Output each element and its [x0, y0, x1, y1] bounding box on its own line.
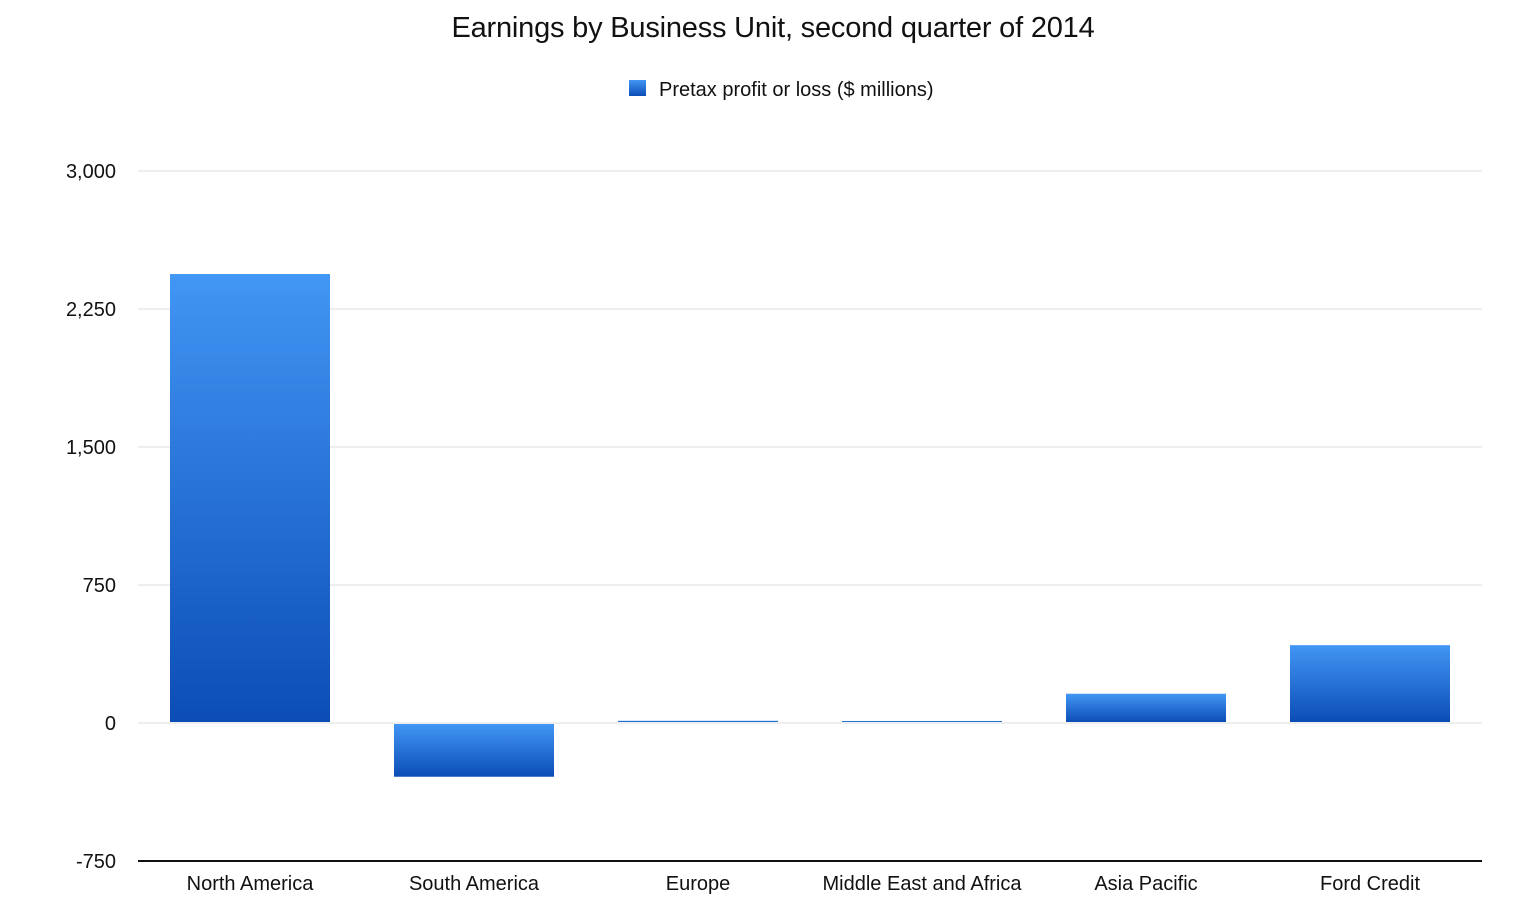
chart-title: Earnings by Business Unit, second quarte… — [451, 12, 1095, 44]
gridlines — [138, 170, 1482, 724]
x-category-label: South America — [409, 873, 540, 895]
bars — [170, 274, 1450, 777]
bar — [394, 724, 554, 777]
x-axis-labels: North America South America Europe Middle E… — [187, 873, 1421, 895]
legend-swatch — [629, 80, 646, 96]
y-tick-label: 0 — [105, 713, 116, 735]
legend: Pretax profit or loss ($ millions) — [629, 79, 934, 101]
x-category-label: Middle East and Africa — [823, 873, 1023, 895]
x-category-label: Ford Credit — [1320, 873, 1420, 895]
y-tick-label: 750 — [83, 575, 116, 597]
x-category-label: Asia Pacific — [1094, 873, 1197, 895]
bar — [170, 274, 330, 722]
y-tick-label: -750 — [76, 851, 116, 873]
bar — [1066, 693, 1226, 722]
x-category-label: Europe — [666, 873, 731, 895]
bar — [618, 720, 778, 722]
y-axis-ticks: -750 0 750 1,500 2,250 3,000 — [66, 161, 116, 873]
y-tick-label: 2,250 — [66, 299, 116, 321]
bar — [842, 720, 1002, 722]
y-tick-label: 1,500 — [66, 437, 116, 459]
y-tick-label: 3,000 — [66, 161, 116, 183]
bar — [1290, 645, 1450, 722]
x-category-label: North America — [187, 873, 315, 895]
legend-label: Pretax profit or loss ($ millions) — [659, 79, 934, 101]
